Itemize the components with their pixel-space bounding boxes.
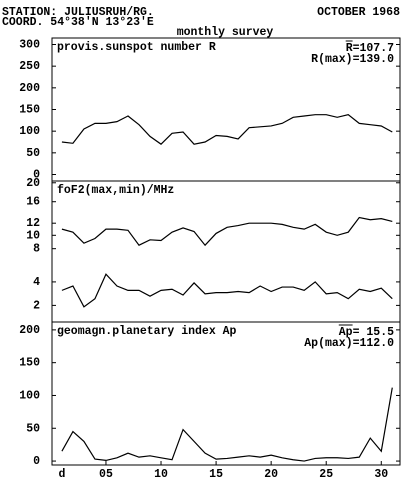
series-line (61, 273, 393, 308)
y-tick-label: 100 (19, 389, 40, 402)
y-tick-label: 200 (19, 82, 40, 95)
month: OCTOBER 1968 (317, 6, 400, 19)
coord: COORD. 54°38'N 13°23'E (2, 16, 154, 29)
annotation: R(max)=139.0 (311, 53, 394, 66)
y-tick-label: 300 (19, 39, 40, 52)
y-tick-label: 100 (19, 125, 40, 138)
series-line (61, 114, 393, 145)
y-tick-label: 50 (26, 147, 40, 160)
annotation: Ap= 15.5 (339, 326, 394, 339)
panel-frame (51, 321, 401, 466)
x-tick-label: 20 (264, 468, 278, 480)
y-tick-label: 50 (26, 422, 40, 435)
panel-title: provis.sunspot number R (57, 41, 216, 54)
x-tick-label: 10 (154, 468, 168, 480)
survey: monthly survey (177, 26, 274, 39)
y-tick-label: 10 (26, 229, 40, 242)
annotation: Ap(max)=112.0 (304, 337, 394, 350)
x-axis-label: d (58, 468, 65, 480)
y-tick-label: 2 (33, 299, 40, 312)
x-tick-label: 05 (99, 468, 113, 480)
y-tick-label: 16 (26, 196, 40, 209)
y-tick-label: 250 (19, 60, 40, 73)
station: STATION: JULIUSRUH/RG. (2, 6, 154, 19)
x-tick-label: 15 (209, 468, 223, 480)
y-tick-label: 200 (19, 324, 40, 337)
x-tick-label: 25 (319, 468, 333, 480)
panel-frame (51, 180, 401, 323)
y-tick-label: 150 (19, 104, 40, 117)
x-tick-label: 30 (374, 468, 388, 480)
series-line (61, 387, 393, 462)
y-tick-label: 0 (33, 455, 40, 468)
panel-title: foF2(max,min)/MHz (57, 184, 174, 197)
panel-title: geomagn.planetary index Ap (57, 325, 237, 338)
y-tick-label: 0 (33, 169, 40, 182)
y-tick-label: 20 (26, 177, 40, 190)
annotation: R=107.7 (346, 42, 394, 55)
y-tick-label: 150 (19, 357, 40, 370)
series-line (61, 216, 393, 247)
y-tick-label: 8 (33, 243, 40, 256)
y-tick-label: 12 (26, 217, 40, 230)
y-tick-label: 4 (33, 276, 40, 289)
